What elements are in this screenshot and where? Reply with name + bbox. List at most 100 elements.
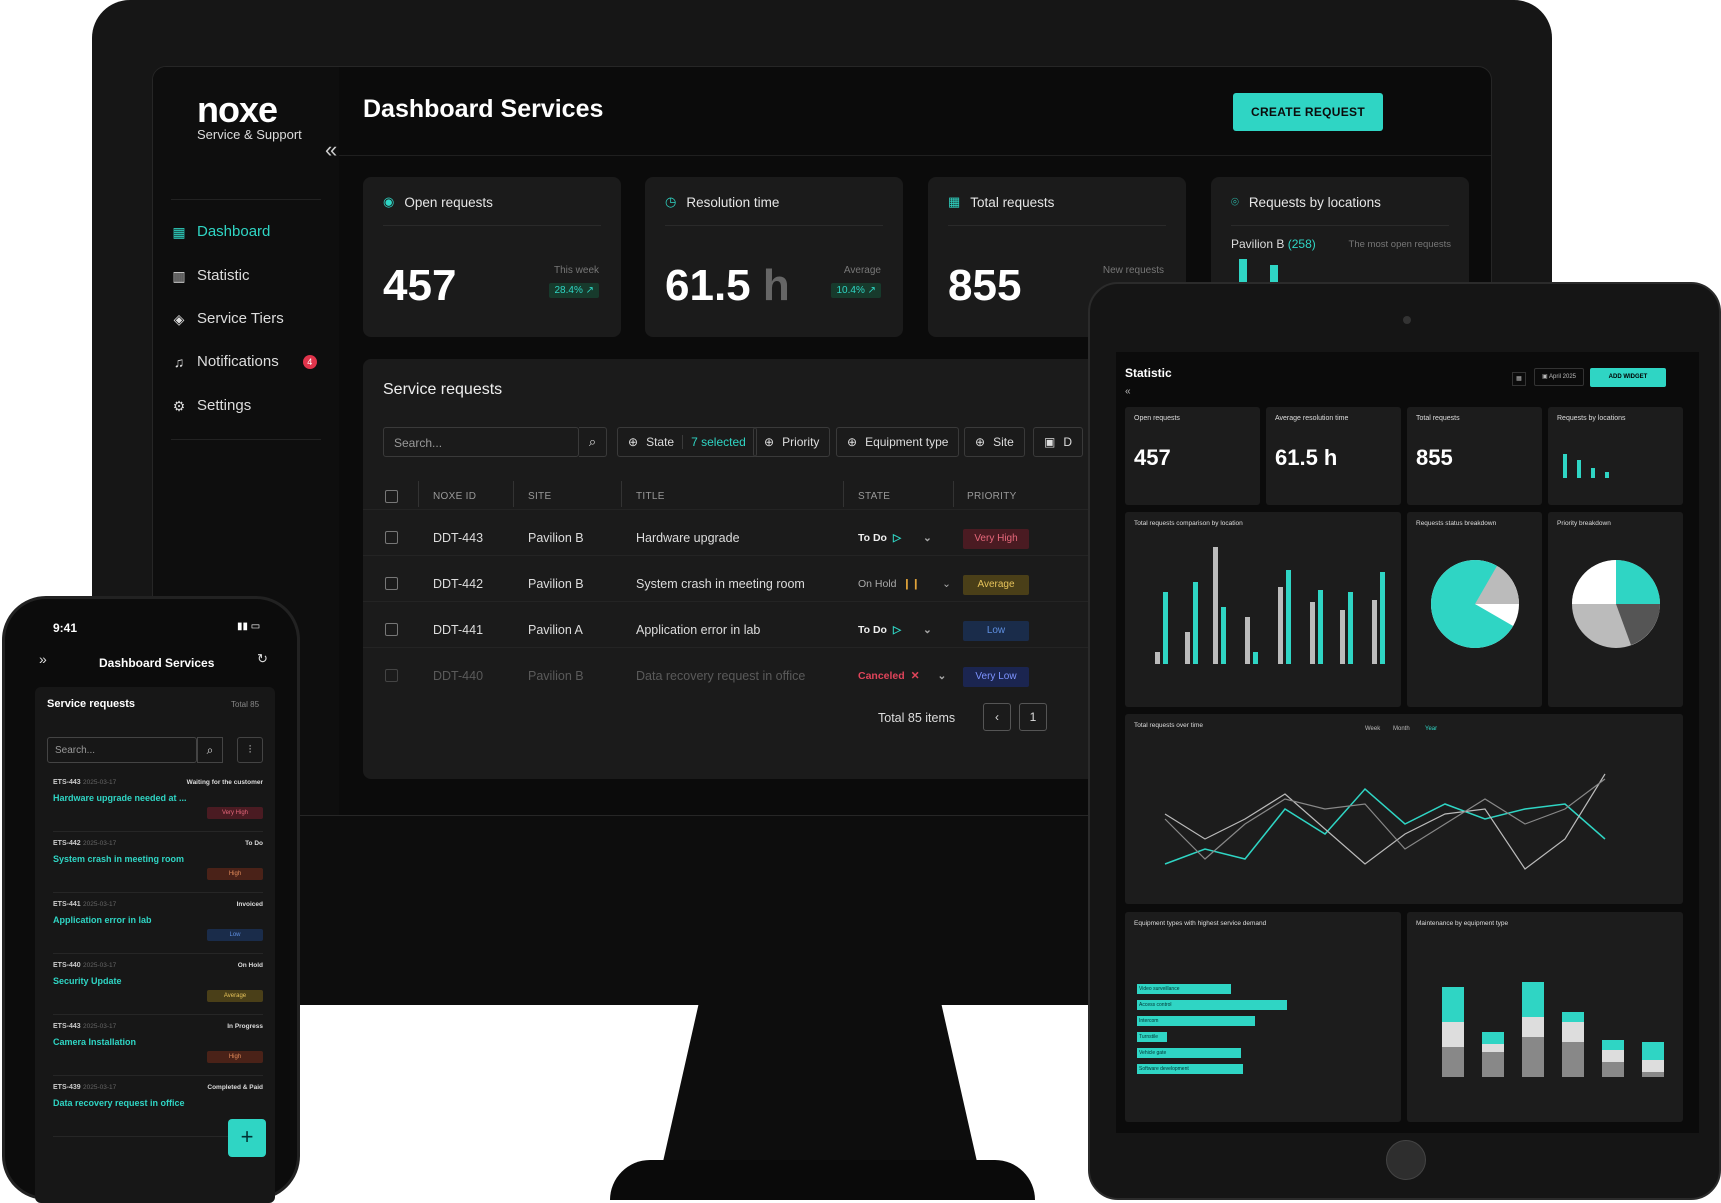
priority-pie-chart bbox=[1572, 560, 1660, 648]
row-title[interactable]: Hardware upgrade bbox=[636, 531, 740, 545]
search-icon[interactable]: ⌕ bbox=[579, 427, 607, 457]
row-state[interactable]: To Do ▷ ⌄ bbox=[858, 532, 932, 544]
filter-state[interactable]: ⊕ State 7 selected bbox=[617, 427, 757, 457]
equipment-bar: Vehicle gate bbox=[1137, 1048, 1241, 1058]
row-id[interactable]: DDT-443 bbox=[433, 531, 484, 545]
phone-search-input[interactable]: Search... bbox=[47, 737, 197, 763]
row-state[interactable]: To Do ▷ ⌄ bbox=[858, 624, 932, 636]
row-id[interactable]: DDT-441 bbox=[433, 623, 484, 637]
panel-title: Service requests bbox=[383, 381, 503, 398]
item-title: Hardware upgrade needed at ... bbox=[53, 793, 187, 803]
sidebar-item-settings[interactable]: ⚙ Settings bbox=[172, 397, 252, 414]
phone-list-item[interactable]: ETS-439 2025-03-17 Completed & Paid Data… bbox=[53, 1084, 263, 1140]
tab-month[interactable]: Month bbox=[1393, 726, 1410, 732]
add-widget-button[interactable]: ADD WIDGET bbox=[1590, 368, 1666, 387]
battery-icon: ▮▮ ▭ bbox=[237, 621, 261, 632]
search-icon[interactable]: ⌕ bbox=[197, 737, 223, 763]
calendar-icon: ▣ bbox=[1541, 374, 1548, 380]
close-icon: ✕ bbox=[910, 670, 920, 682]
refresh-icon[interactable]: ↻ bbox=[257, 651, 268, 666]
row-id[interactable]: DDT-442 bbox=[433, 577, 484, 591]
item-id: ETS-439 bbox=[53, 1084, 81, 1091]
gear-icon: ⚙ bbox=[172, 397, 186, 414]
item-priority: Average bbox=[207, 990, 263, 1002]
home-button[interactable] bbox=[1386, 1140, 1426, 1180]
create-request-button[interactable]: CREATE REQUEST bbox=[1233, 93, 1383, 131]
play-icon: ▷ bbox=[892, 624, 902, 636]
equipment-bars: Equipment types with highest service dem… bbox=[1125, 912, 1401, 1122]
divider bbox=[339, 155, 1491, 156]
collapse-sidebar-icon[interactable]: « bbox=[325, 137, 338, 162]
grid-icon[interactable]: ▦ bbox=[1512, 372, 1526, 386]
phone-list-item[interactable]: ETS-442 2025-03-17 To Do System crash in… bbox=[53, 840, 263, 896]
filter-equipment-type[interactable]: ⊕ Equipment type bbox=[836, 427, 960, 457]
equipment-bar: Video surveillance bbox=[1137, 984, 1231, 994]
row-title[interactable]: System crash in meeting room bbox=[636, 577, 805, 591]
add-button[interactable]: + bbox=[228, 1119, 266, 1157]
kpi-caption: Average bbox=[843, 265, 881, 276]
tab-year[interactable]: Year bbox=[1425, 726, 1438, 732]
bar-chart-icon: ▥ bbox=[172, 267, 186, 284]
prev-page-button[interactable]: ‹ bbox=[983, 703, 1011, 731]
collapse-icon[interactable]: « bbox=[1125, 386, 1131, 397]
item-id: ETS-443 bbox=[53, 779, 81, 786]
row-title[interactable]: Application error in lab bbox=[636, 623, 761, 637]
logo: noxe bbox=[197, 89, 278, 130]
column-header-id[interactable]: NOXE ID bbox=[433, 491, 477, 502]
phone-list-item[interactable]: ETS-441 2025-03-17 Invoiced Application … bbox=[53, 901, 263, 957]
sidebar-item-notifications[interactable]: ♫ Notifications 4 bbox=[171, 353, 317, 370]
row-state[interactable]: Canceled ✕ ⌄ bbox=[858, 670, 947, 682]
filter-date[interactable]: ▣ D bbox=[1033, 427, 1084, 457]
row-title[interactable]: Data recovery request in office bbox=[636, 669, 806, 683]
row-checkbox[interactable] bbox=[385, 577, 398, 590]
date-picker[interactable]: ▣ April 2025 bbox=[1534, 368, 1584, 386]
filter-priority[interactable]: ⊕ Priority bbox=[753, 427, 831, 457]
item-title: Application error in lab bbox=[53, 915, 152, 925]
tablet-card-open: Open requests 457 bbox=[1125, 407, 1260, 505]
sidebar-item-service-tiers[interactable]: ◈ Service Tiers bbox=[171, 310, 284, 327]
pause-icon: ❙❙ bbox=[902, 578, 921, 590]
row-id[interactable]: DDT-440 bbox=[433, 669, 484, 683]
sidebar-item-dashboard[interactable]: ▦ Dashboard bbox=[172, 223, 271, 240]
sidebar-item-statistic[interactable]: ▥ Statistic bbox=[172, 267, 250, 284]
search-input[interactable]: Search... bbox=[383, 427, 579, 457]
chevron-down-icon: ⌄ bbox=[923, 532, 932, 544]
row-checkbox[interactable] bbox=[385, 531, 398, 544]
tab-week[interactable]: Week bbox=[1365, 726, 1381, 732]
column-header-priority[interactable]: PRIORITY bbox=[967, 491, 1017, 502]
play-icon: ▷ bbox=[892, 532, 902, 544]
kpi-value: 61.5 h bbox=[665, 261, 790, 310]
row-state[interactable]: On Hold ❙❙ ⌄ bbox=[858, 578, 951, 590]
kpi-value: 457 bbox=[383, 261, 457, 310]
column-header-site[interactable]: SITE bbox=[528, 491, 552, 502]
notification-badge: 4 bbox=[302, 354, 317, 369]
phone-list-item[interactable]: ETS-443 2025-03-17 In Progress Camera In… bbox=[53, 1023, 263, 1079]
over-time-chart: Total requests over time Week Month Year bbox=[1125, 714, 1683, 904]
equipment-bar: Turnstile bbox=[1137, 1032, 1167, 1042]
item-id: ETS-442 bbox=[53, 840, 81, 847]
phone-list-item[interactable]: ETS-440 2025-03-17 On Hold Security Upda… bbox=[53, 962, 263, 1018]
item-id: ETS-443 bbox=[53, 1023, 81, 1030]
location-bar bbox=[1239, 259, 1247, 289]
priority-badge: Average bbox=[963, 575, 1029, 595]
signal-icon: ◉ bbox=[383, 194, 395, 209]
kpi-open-requests: ◉ Open requests 457 This week 28.4% ↗ bbox=[363, 177, 621, 337]
item-status: Completed & Paid bbox=[207, 1084, 263, 1091]
expand-icon[interactable]: » bbox=[39, 651, 47, 667]
phone-card bbox=[35, 687, 275, 1203]
kpi-value: 855 bbox=[948, 261, 1022, 310]
column-header-state[interactable]: STATE bbox=[858, 491, 891, 502]
item-id: ETS-441 bbox=[53, 901, 81, 908]
filter-site[interactable]: ⊕ Site bbox=[964, 427, 1025, 457]
select-all-checkbox[interactable] bbox=[385, 490, 398, 503]
tablet-frame: Statistic « ▦ ▣ April 2025 ADD WIDGET Op… bbox=[1088, 282, 1721, 1200]
row-checkbox[interactable] bbox=[385, 623, 398, 636]
phone-list-item[interactable]: ETS-443 2025-03-17 Waiting for the custo… bbox=[53, 779, 263, 835]
filter-icon[interactable]: ⫶ bbox=[237, 737, 263, 763]
item-date: 2025-03-17 bbox=[83, 962, 117, 969]
item-priority: Very High bbox=[207, 807, 263, 819]
row-site: Pavilion B bbox=[528, 531, 584, 545]
row-checkbox[interactable] bbox=[385, 669, 398, 682]
column-header-title[interactable]: TITLE bbox=[636, 491, 665, 502]
page-button[interactable]: 1 bbox=[1019, 703, 1047, 731]
